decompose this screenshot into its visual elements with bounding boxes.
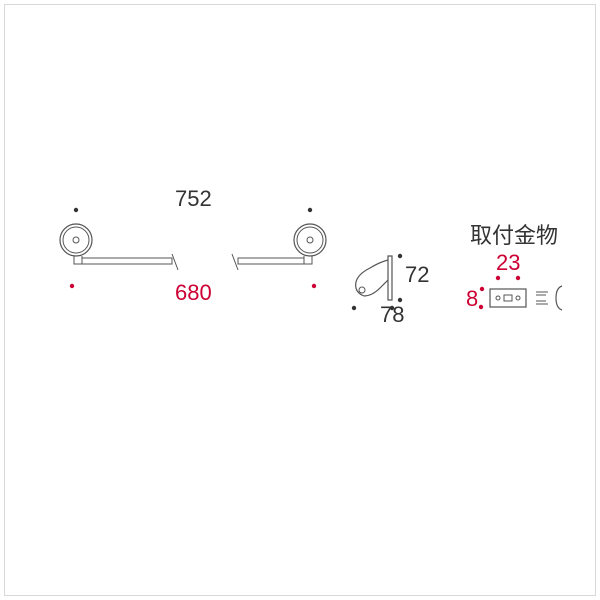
dim-side-depth: 78 — [380, 302, 404, 328]
mounting-plate — [0, 0, 600, 600]
dim-bracket-width: 23 — [496, 250, 520, 276]
title-mounting-hardware: 取付金物 — [470, 218, 558, 250]
dim-overall-width: 752 — [175, 186, 212, 212]
dim-bar-width: 680 — [175, 280, 212, 306]
dim-bracket-height: 8 — [466, 286, 478, 312]
dim-side-height: 72 — [405, 262, 429, 288]
